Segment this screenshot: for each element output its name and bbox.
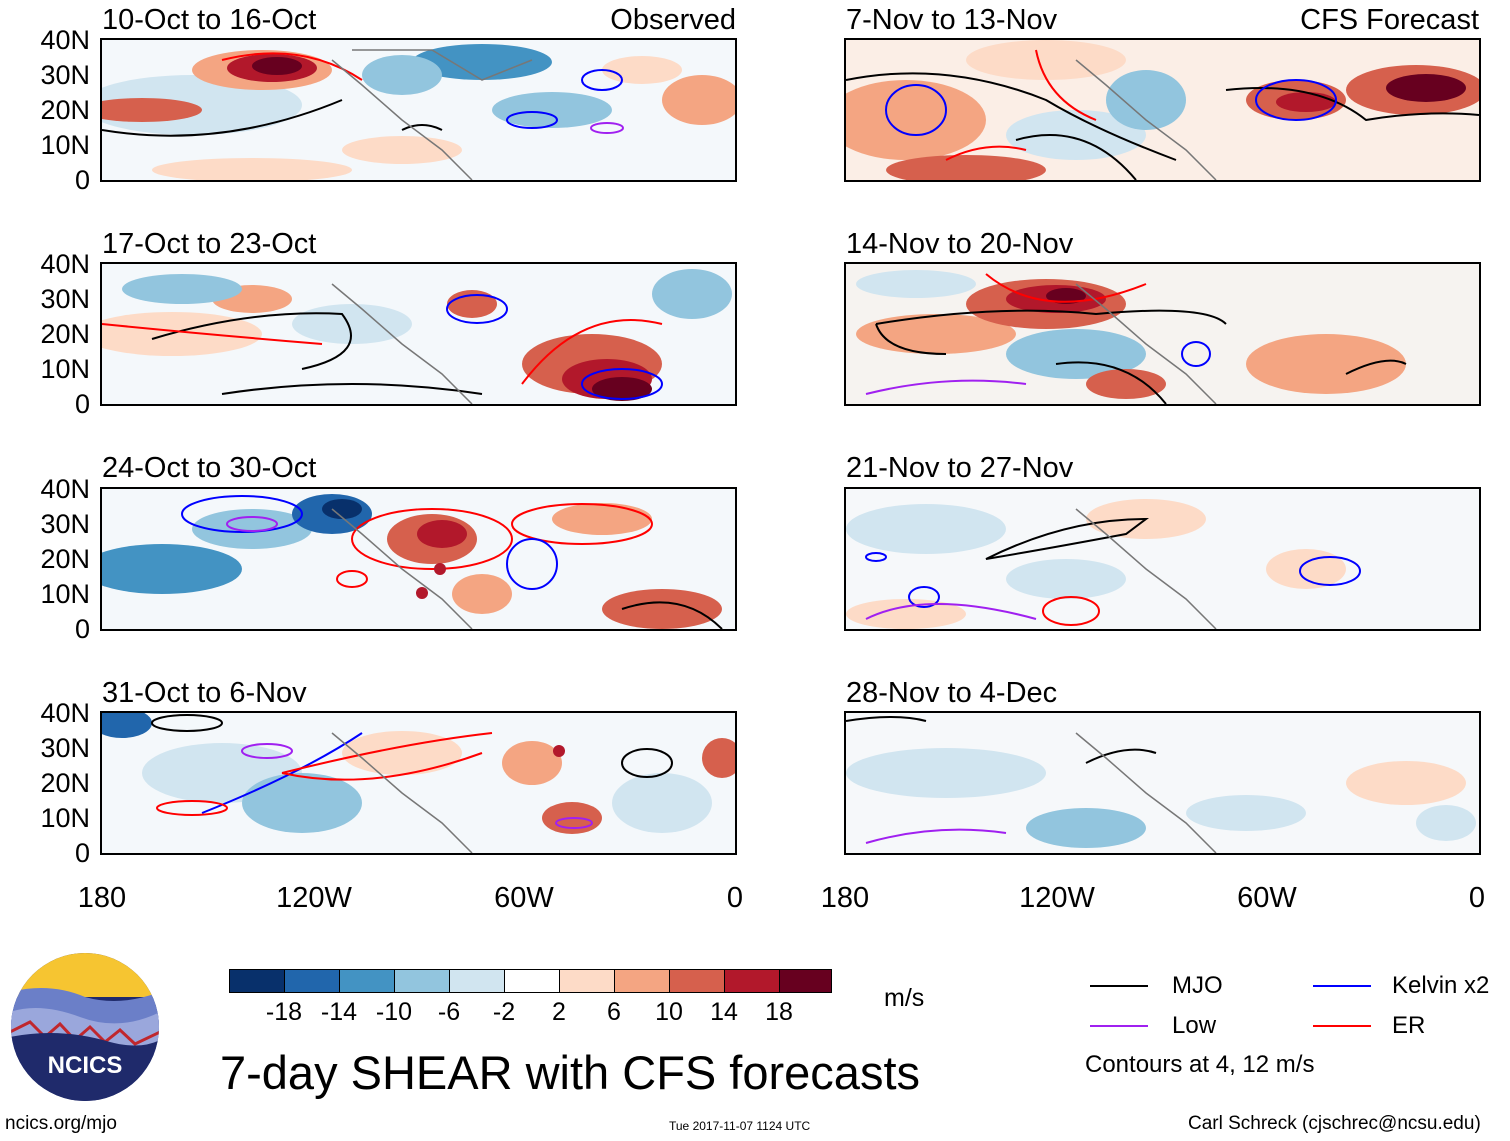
shear-map (844, 262, 1481, 406)
map-graphic (102, 40, 735, 180)
panel-title: 17-Oct to 23-Oct (102, 228, 317, 260)
panel-title: 21-Nov to 27-Nov (846, 452, 1074, 484)
panel-tag: CFS Forecast (1300, 4, 1479, 36)
colorbar-swatch (779, 969, 832, 993)
panel-title: 14-Nov to 20-Nov (846, 228, 1074, 260)
map-graphic (846, 489, 1479, 629)
colorbar-swatch (339, 969, 395, 993)
figure-title: 7-day SHEAR with CFS forecasts (220, 1046, 920, 1099)
colorbar-label: 14 (710, 998, 738, 1026)
lat-label: 30N (40, 733, 90, 763)
lat-label: 0 (74, 838, 90, 868)
lon-label: 60W (494, 882, 554, 914)
ncics-logo: NCICS (10, 952, 160, 1102)
lat-label: 20N (40, 544, 90, 574)
lon-label: 120W (276, 882, 352, 914)
colorbar-label: -6 (437, 998, 461, 1026)
colorbar-swatch (504, 969, 560, 993)
colorbar-label: 18 (765, 998, 793, 1026)
map-graphic (102, 713, 735, 853)
shear-map (844, 487, 1481, 631)
colorbar-label: 6 (607, 998, 621, 1026)
colorbar-label: -2 (492, 998, 516, 1026)
lat-label: 20N (40, 768, 90, 798)
legend-line-low (1090, 1025, 1148, 1027)
logo-text: NCICS (47, 1052, 123, 1079)
logo-graphic (11, 953, 159, 1101)
lat-label: 30N (40, 60, 90, 90)
legend-label: MJO (1172, 972, 1223, 999)
lon-label: 120W (1019, 882, 1095, 914)
legend-label: ER (1392, 1012, 1426, 1039)
lon-label: 60W (1237, 882, 1297, 914)
shear-map (100, 38, 737, 182)
lon-label: 180 (820, 882, 870, 914)
map-graphic (846, 40, 1479, 180)
colorbar-label: -18 (265, 998, 303, 1026)
lon-label: 0 (1468, 882, 1486, 914)
lat-label: 0 (74, 614, 90, 644)
panel-title: 7-Nov to 13-Nov (846, 4, 1058, 36)
legend-label: Kelvin x2 (1392, 972, 1490, 999)
colorbar-swatch (614, 969, 670, 993)
panel-title: 10-Oct to 16-Oct (102, 4, 317, 36)
colorbar-swatch (394, 969, 450, 993)
lat-label: 10N (40, 803, 90, 833)
lon-label: 0 (726, 882, 744, 914)
panel-title: 31-Oct to 6-Nov (102, 677, 307, 709)
lat-label: 40N (40, 698, 90, 728)
colorbar-swatch (229, 969, 285, 993)
footer-timestamp: Tue 2017-11-07 1124 UTC (669, 1119, 811, 1133)
lon-label: 180 (77, 882, 127, 914)
colorbar-swatch (559, 969, 615, 993)
lat-label: 10N (40, 354, 90, 384)
legend-line-kelvin (1313, 985, 1371, 987)
shear-map (844, 711, 1481, 855)
colorbar-label: -10 (375, 998, 413, 1026)
lat-label: 0 (74, 389, 90, 419)
colorbar-swatch (724, 969, 780, 993)
lat-label: 40N (40, 249, 90, 279)
colorbar-label: 10 (655, 998, 683, 1026)
legend-line-mjo (1090, 985, 1148, 987)
footer-credit: Carl Schreck (cjschrec@ncsu.edu) (1188, 1113, 1481, 1134)
lat-label: 40N (40, 474, 90, 504)
footer-url: ncics.org/mjo (5, 1113, 117, 1134)
shear-map (100, 262, 737, 406)
panel-title: 28-Nov to 4-Dec (846, 677, 1058, 709)
colorbar-label: -14 (320, 998, 358, 1026)
lat-label: 10N (40, 130, 90, 160)
colorbar-unit: m/s (884, 984, 925, 1012)
legend-label: Low (1172, 1012, 1217, 1039)
map-graphic (102, 489, 735, 629)
lat-label: 30N (40, 509, 90, 539)
lat-label: 20N (40, 319, 90, 349)
panel-tag: Observed (610, 4, 736, 36)
colorbar-swatch (284, 969, 340, 993)
lat-label: 10N (40, 579, 90, 609)
map-graphic (102, 264, 735, 404)
colorbar-swatch (449, 969, 505, 993)
legend-line-er (1313, 1025, 1371, 1027)
panel-title: 24-Oct to 30-Oct (102, 452, 317, 484)
lat-label: 0 (74, 165, 90, 195)
lat-label: 30N (40, 284, 90, 314)
shear-map (844, 38, 1481, 182)
map-graphic (846, 264, 1479, 404)
colorbar-label: 2 (552, 998, 566, 1026)
shear-map (100, 487, 737, 631)
shear-map (100, 711, 737, 855)
lat-label: 20N (40, 95, 90, 125)
map-graphic (846, 713, 1479, 853)
lat-label: 40N (40, 25, 90, 55)
legend-note: Contours at 4, 12 m/s (1085, 1051, 1315, 1078)
colorbar-swatch (669, 969, 725, 993)
